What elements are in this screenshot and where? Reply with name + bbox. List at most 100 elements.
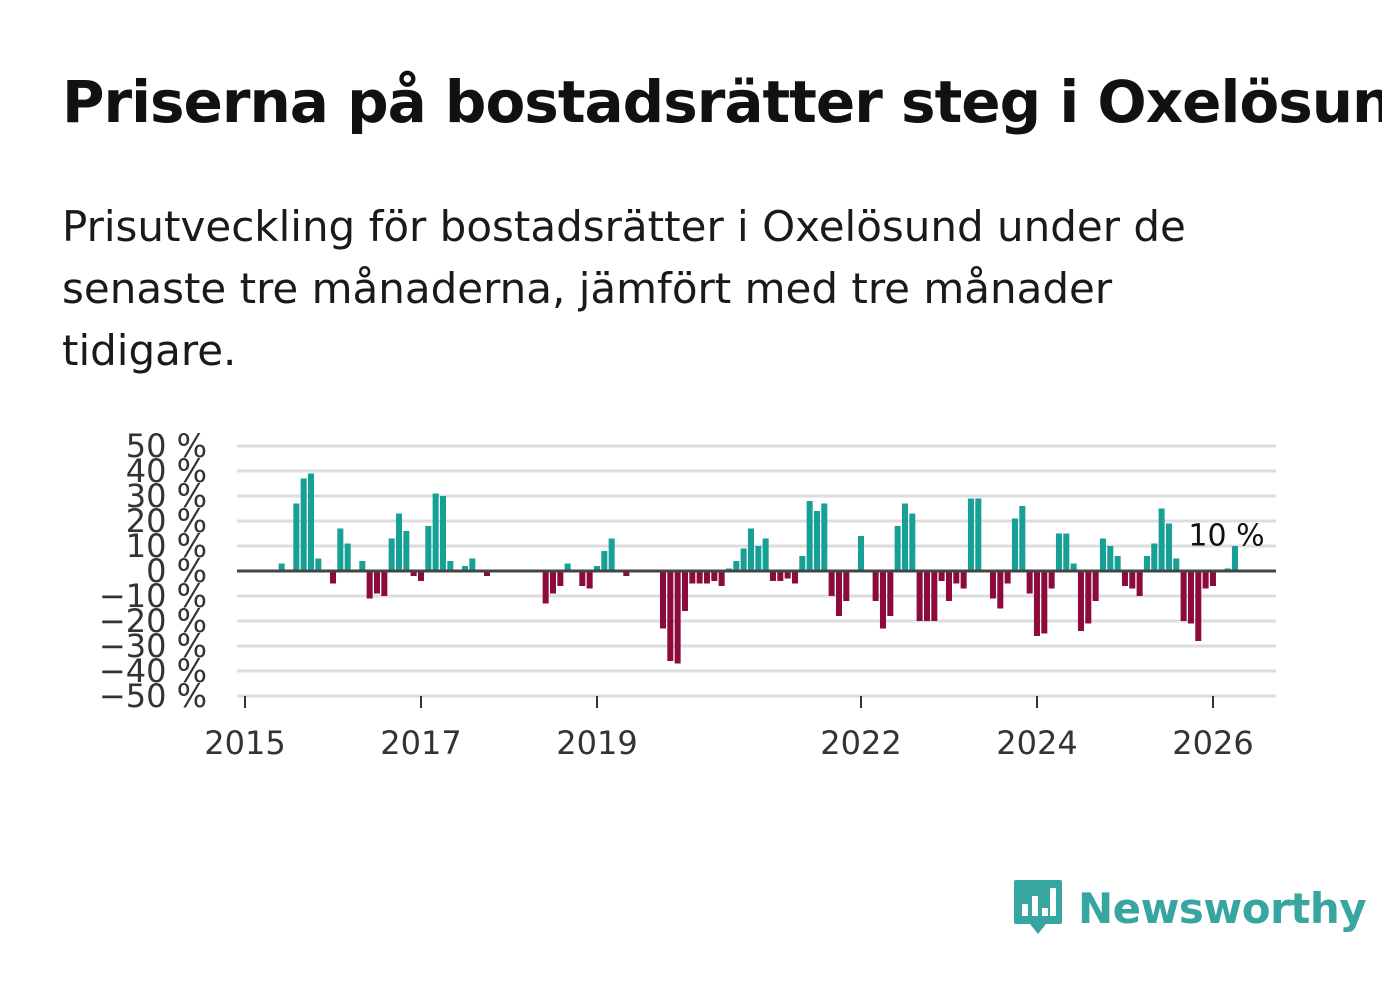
bar xyxy=(586,571,593,589)
bar xyxy=(667,571,674,661)
y-tick-label: 10 % xyxy=(126,527,207,565)
bar xyxy=(1114,556,1121,571)
bar xyxy=(953,571,960,584)
bar xyxy=(366,571,373,599)
bar xyxy=(740,548,747,571)
bar xyxy=(439,496,447,571)
bar xyxy=(307,473,315,571)
last-value-label: 10 % xyxy=(1188,519,1264,554)
bar xyxy=(542,571,549,604)
bars xyxy=(278,473,1238,664)
bar xyxy=(469,558,476,571)
bar xyxy=(901,503,908,571)
bar xyxy=(1143,556,1150,571)
bar xyxy=(674,571,681,664)
x-tick-label: 2024 xyxy=(996,724,1077,762)
bar xyxy=(1129,571,1136,589)
bar xyxy=(703,571,710,584)
bar xyxy=(828,571,835,596)
bar xyxy=(916,571,923,621)
bar xyxy=(425,526,432,571)
y-tick-label: −20 % xyxy=(99,602,207,640)
bar xyxy=(1070,563,1077,571)
annotations: 10 % xyxy=(1188,519,1264,554)
bar xyxy=(403,531,410,571)
bar xyxy=(1033,571,1040,636)
bar xyxy=(1173,558,1180,571)
bar xyxy=(813,511,820,571)
bar xyxy=(447,561,454,571)
bar xyxy=(1019,506,1026,571)
bar xyxy=(1202,571,1209,589)
newsworthy-logo: Newsworthy xyxy=(1012,878,1367,938)
bar xyxy=(733,561,740,571)
bar xyxy=(329,571,337,584)
bar xyxy=(821,503,828,571)
bar xyxy=(718,571,725,586)
bar xyxy=(894,526,901,571)
brand-name: Newsworthy xyxy=(1078,883,1367,933)
bar xyxy=(300,478,307,571)
bar xyxy=(696,571,703,584)
bar xyxy=(887,571,894,616)
bar xyxy=(608,538,615,571)
bar xyxy=(879,571,886,629)
bar xyxy=(1085,571,1092,624)
bar xyxy=(1195,571,1202,641)
bar xyxy=(1180,571,1187,621)
bar xyxy=(601,551,608,571)
y-tick-label: 40 % xyxy=(126,452,207,490)
bar xyxy=(337,528,344,571)
bar xyxy=(373,571,381,594)
bar-chart: 50 %40 %30 %20 %10 %0 %−10 %−20 %−30 %−4… xyxy=(99,427,1276,762)
y-tick-label: −30 % xyxy=(99,627,207,665)
bar xyxy=(967,498,974,571)
bar xyxy=(1107,546,1114,571)
bar xyxy=(799,556,806,571)
bar xyxy=(1151,543,1158,571)
y-axis-labels: 50 %40 %30 %20 %10 %0 %−10 %−20 %−30 %−4… xyxy=(99,427,207,715)
bar xyxy=(461,566,468,571)
bar xyxy=(1041,571,1048,634)
x-tick-label: 2022 xyxy=(820,724,901,762)
bar xyxy=(1004,571,1011,584)
bar xyxy=(975,498,982,571)
bar xyxy=(1121,571,1128,586)
bar xyxy=(938,571,945,581)
bar xyxy=(762,538,769,571)
chart-subtitle: Prisutveckling för bostadsrätter i Oxelö… xyxy=(62,202,1186,375)
bar xyxy=(835,571,842,616)
bar xyxy=(315,558,322,571)
bar xyxy=(388,538,395,571)
chart-title: Priserna på bostadsrätter steg i Oxelösu… xyxy=(62,68,1382,136)
newsworthy-logo-icon xyxy=(1014,880,1062,934)
bar xyxy=(989,571,996,599)
bar xyxy=(1231,546,1238,571)
x-tick-label: 2019 xyxy=(556,724,637,762)
bar xyxy=(549,571,556,594)
bar xyxy=(909,513,916,571)
bar xyxy=(689,571,696,584)
bar xyxy=(872,571,879,601)
y-tick-label: −40 % xyxy=(99,652,207,690)
bar xyxy=(417,571,425,581)
bar xyxy=(806,501,813,571)
bar xyxy=(1055,533,1062,571)
bar xyxy=(395,513,403,571)
bar xyxy=(843,571,850,601)
bar xyxy=(997,571,1004,609)
x-axis-ticks: 2015 2017 2019 2022 2024 2026 xyxy=(204,696,1254,762)
bar xyxy=(1063,533,1070,571)
bar xyxy=(278,563,285,571)
bar xyxy=(344,543,351,571)
bar xyxy=(293,503,300,571)
bar xyxy=(791,571,798,584)
bar xyxy=(711,571,718,581)
bar xyxy=(1187,571,1194,624)
bar xyxy=(1136,571,1143,596)
y-tick-label: 20 % xyxy=(126,502,207,540)
bar xyxy=(1026,571,1033,594)
y-tick-label: 0 % xyxy=(146,552,207,590)
bar xyxy=(1158,508,1165,571)
bar xyxy=(681,571,688,611)
